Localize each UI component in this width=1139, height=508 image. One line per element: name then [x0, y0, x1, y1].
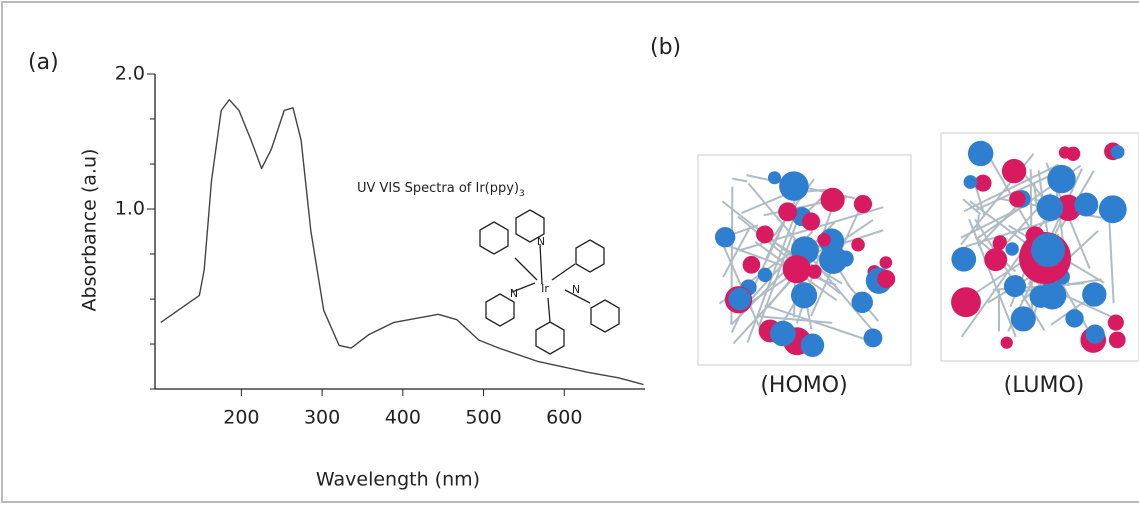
atom-label: Ir: [541, 282, 549, 295]
orbital-lobe: [802, 212, 820, 230]
annotation-text: UV VIS Spectra of Ir(ppy): [357, 181, 519, 196]
x-tick-label: 600: [546, 407, 582, 429]
orbital-lobe: [1047, 165, 1075, 193]
x-tick-label: 400: [385, 407, 421, 429]
orbital-lobe: [851, 238, 865, 252]
orbital-lobe: [1004, 275, 1026, 297]
panel-label: (a): [28, 50, 59, 75]
orbital-lobe: [715, 227, 735, 247]
orbital-label: (LUMO): [1004, 373, 1085, 398]
orbital-lobe: [778, 202, 797, 221]
orbital-lobe: [1111, 145, 1125, 159]
orbital-lobe: [951, 287, 981, 317]
orbital-lobe: [758, 268, 772, 282]
x-tick-label: 300: [304, 407, 340, 429]
orbital-lobe: [877, 270, 895, 288]
orbital-lobe: [864, 329, 883, 348]
orbital-lobe: [817, 233, 831, 247]
orbital-lobe: [768, 171, 781, 184]
orbital-lobe: [743, 256, 761, 274]
orbital-lobe: [1038, 281, 1066, 309]
orbital-lobe: [801, 334, 824, 357]
atom-label: N: [572, 283, 580, 296]
orbital-lobe: [1001, 337, 1013, 349]
orbital-lobe: [854, 195, 872, 213]
orbital-lobe: [821, 188, 845, 212]
orbital-lobe: [1009, 191, 1025, 207]
orbital-lobe: [968, 141, 993, 166]
atom-label: N: [510, 287, 518, 300]
x-axis-label: Wavelength (nm): [316, 469, 480, 491]
spectrum-line: [161, 100, 644, 385]
orbital-lobe: [791, 282, 817, 308]
orbital-lobe: [783, 255, 811, 283]
orbital-lobe: [1037, 194, 1064, 221]
y-tick-label: 1.0: [115, 198, 145, 220]
orbital-lobe: [1066, 147, 1080, 161]
orbital-lobe: [880, 256, 893, 269]
annotation: UV VIS Spectra of Ir(ppy)3: [357, 181, 525, 199]
orbital-lobe: [770, 321, 796, 347]
orbital-lobe: [1099, 195, 1127, 223]
x-tick-label: 500: [465, 407, 501, 429]
orbital-lobe: [728, 288, 751, 311]
orbital-lobe: [1109, 331, 1126, 348]
y-tick-label: 2.0: [115, 63, 145, 85]
orbital-lobe: [984, 248, 1007, 271]
orbital-lobe: [851, 292, 872, 313]
orbital-lobe: [1011, 306, 1036, 331]
molecule: [480, 210, 619, 354]
orbital-lobe: [1108, 314, 1124, 330]
figure: (a) (b) Wavelength (nm) Absorbance (a.u)…: [0, 0, 1139, 504]
orbital-lobe: [1031, 233, 1065, 267]
panel-label: (b): [650, 35, 681, 60]
x-tick-label: 200: [223, 407, 259, 429]
page: (a) (b) Wavelength (nm) Absorbance (a.u)…: [0, 0, 1139, 504]
orbital-lobe: [756, 225, 774, 243]
atom-label: N: [537, 235, 545, 248]
orbital-lobe: [807, 265, 821, 279]
orbital-lobe: [1005, 242, 1018, 255]
orbital-lobe: [993, 237, 1006, 250]
orbital-lobe: [951, 247, 976, 272]
orbital-lobe: [1002, 159, 1026, 183]
orbital-lobe: [1085, 325, 1104, 344]
y-axis-label: Absorbance (a.u): [79, 149, 101, 312]
orbital-lobe: [1074, 193, 1098, 217]
orbital-lobe: [779, 171, 809, 201]
annotation-subscript: 3: [519, 189, 525, 199]
orbital-lobe: [1082, 282, 1106, 306]
orbital-label: (HOMO): [760, 373, 847, 398]
orbital-lobe: [964, 175, 978, 189]
orbital-lobe: [838, 251, 854, 267]
orbital-lobe: [1065, 309, 1083, 327]
